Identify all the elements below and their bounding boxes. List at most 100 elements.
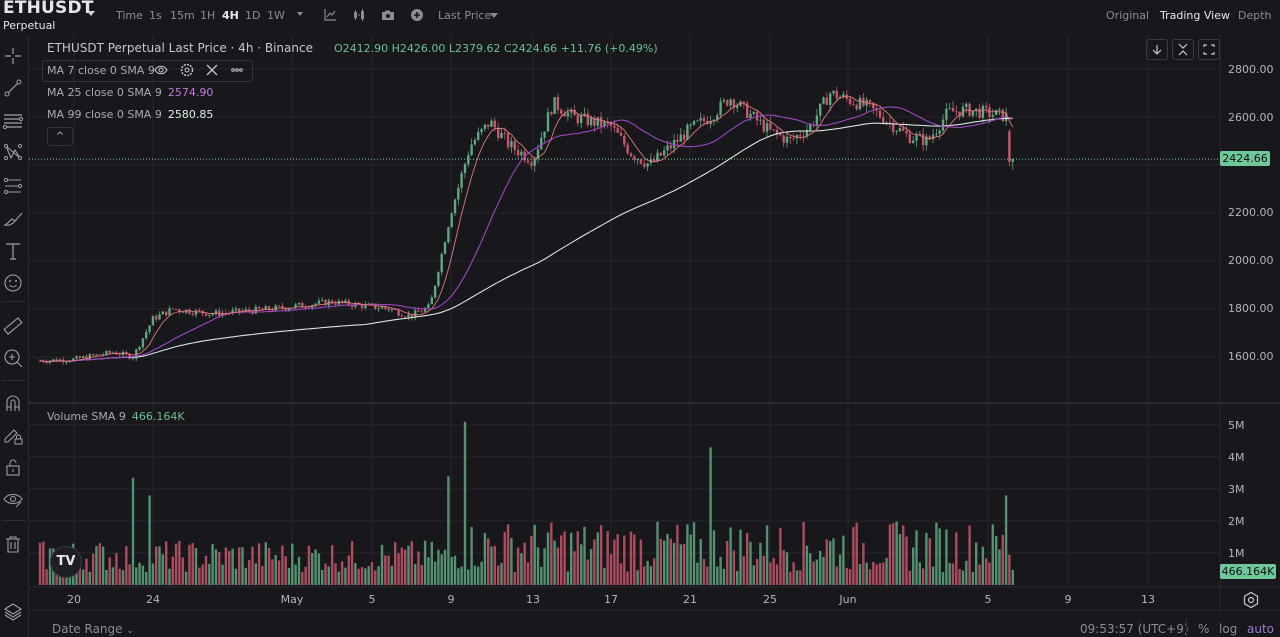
toolbar-divider [2,520,26,521]
price-axis-label: 1800.00 [1228,302,1274,315]
top-toolbar: ETHUSDT Perpetual Time 1s 15m 1H 4H 1D 1… [0,0,1280,35]
chart-settings-icon[interactable] [1242,591,1260,609]
date-axis-label: 9 [1064,593,1072,606]
timeframe-1w[interactable]: 1W [267,9,285,22]
price-axis-label: 2600.00 [1228,111,1274,124]
more-timeframes-caret-icon[interactable] [297,12,303,16]
ma99-legend[interactable]: MA 99 close 0 SMA 9 2580.85 [47,108,213,121]
pattern-tool-icon[interactable] [2,141,24,163]
timeframe-1d[interactable]: 1D [245,9,261,22]
chart-legend-title: ETHUSDT Perpetual Last Price · 4h · Bina… [47,41,313,55]
timeframe-time[interactable]: Time [116,9,143,22]
volume-axis-label: 5M [1228,419,1245,432]
unlock-icon[interactable] [2,456,24,478]
date-axis-label: 13 [526,593,540,606]
percent-toggle[interactable]: % [1198,622,1210,636]
footer-divider [1186,618,1187,637]
collapse-legend-button[interactable]: ^ [47,127,73,146]
lock-drawing-icon[interactable] [2,424,24,446]
ma7-label: MA 7 close 0 SMA 9 [47,64,155,77]
volume-axis-label: 1M [1228,547,1245,560]
camera-icon[interactable] [381,8,395,22]
collapse-pane-icon[interactable] [1172,39,1194,60]
date-range-label: Date Range [52,622,123,636]
visibility-eye-icon[interactable] [2,488,24,510]
trend-line-icon[interactable] [2,77,24,99]
date-axis-label: 21 [683,593,697,606]
timeframe-1s[interactable]: 1s [149,9,162,22]
candle-type-icon[interactable] [352,8,366,22]
last-price-tag: 2424.66 [1220,151,1270,166]
trash-icon[interactable] [2,533,24,555]
chevron-up-icon: ^ [55,131,65,142]
date-axis-label: 9 [447,593,455,606]
price-type-select[interactable]: Last Price [438,9,492,22]
horizontal-lines-icon[interactable] [2,109,24,131]
ma99-label: MA 99 close 0 SMA 9 [47,108,162,121]
brush-icon[interactable] [2,207,24,229]
tradingview-logo[interactable]: TV [50,546,82,578]
price-axis-label: 2800.00 [1228,63,1274,76]
price-axis-label: 2200.00 [1228,206,1274,219]
date-range-select[interactable]: Date Range ⌄ [52,622,134,636]
text-tool-icon[interactable] [2,240,24,262]
symbol-dropdown-caret-icon[interactable] [87,11,95,16]
volume-axis-label: 4M [1228,451,1245,464]
indicators-icon[interactable] [323,8,337,22]
more-options-icon[interactable] [230,63,244,77]
chevron-down-icon: ⌄ [126,626,134,636]
symbol-name[interactable]: ETHUSDT [3,0,94,18]
drawing-toolbar [0,35,29,637]
date-axis-label: 5 [368,593,376,606]
view-original[interactable]: Original [1106,9,1150,22]
fullscreen-icon[interactable] [1198,39,1220,60]
volume-label: Volume SMA 9 [47,410,126,423]
price-axis-label: 1600.00 [1228,350,1274,363]
clock-time: 09:53:57 (UTC+9) [1080,622,1189,636]
ma25-label: MA 25 close 0 SMA 9 [47,86,162,99]
ma99-value: 2580.85 [167,108,214,121]
scroll-to-latest-icon[interactable] [1146,39,1168,60]
price-axis-label: 2000.00 [1228,254,1274,267]
date-axis-label: May [280,593,304,606]
date-axis-label: 24 [146,593,160,606]
auto-scale-toggle[interactable]: auto [1247,622,1275,636]
layers-icon[interactable] [2,601,24,623]
volume-legend[interactable]: Volume SMA 9 466.164K [47,410,185,423]
ohlc-values: O2412.90 H2426.00 L2379.62 C2424.66 +11.… [334,42,658,55]
eye-icon[interactable] [154,63,168,77]
volume-sma-value: 466.164K [131,410,185,423]
zoom-in-icon[interactable] [2,347,24,369]
ruler-icon[interactable] [2,315,24,337]
ma25-legend[interactable]: MA 25 close 0 SMA 9 2574.90 [47,86,213,99]
date-axis-label: 5 [984,593,992,606]
ma7-legend[interactable]: MA 7 close 0 SMA 9 [47,64,155,77]
fib-tool-icon[interactable] [2,175,24,197]
close-icon[interactable] [205,63,219,77]
timeframe-4h[interactable]: 4H [222,9,239,22]
crosshair-icon[interactable] [2,45,24,67]
toolbar-divider [2,301,26,302]
symbol-subtitle: Perpetual [3,19,56,32]
volume-last-tag: 466.164K [1220,564,1276,579]
timeframe-1h[interactable]: 1H [200,9,216,22]
magnet-icon[interactable] [2,392,24,414]
date-axis-label: 25 [763,593,777,606]
add-plus-icon[interactable] [410,8,424,22]
date-axis-label: 13 [1141,593,1155,606]
timeframe-15m[interactable]: 15m [170,9,195,22]
ma7-legend-hover-box[interactable] [42,60,253,82]
emoji-icon[interactable] [2,272,24,294]
ma25-value: 2574.90 [167,86,214,99]
volume-axis-label: 2M [1228,515,1245,528]
toolbar-divider [2,380,26,381]
log-toggle[interactable]: log [1219,622,1238,636]
date-axis-label: Jun [839,593,857,606]
settings-gear-icon[interactable] [180,63,194,77]
price-type-caret-icon[interactable] [490,13,498,18]
volume-axis-label: 3M [1228,483,1245,496]
view-trading-view[interactable]: Trading View [1160,9,1230,22]
date-axis-label: 17 [604,593,618,606]
view-depth[interactable]: Depth [1238,9,1272,22]
